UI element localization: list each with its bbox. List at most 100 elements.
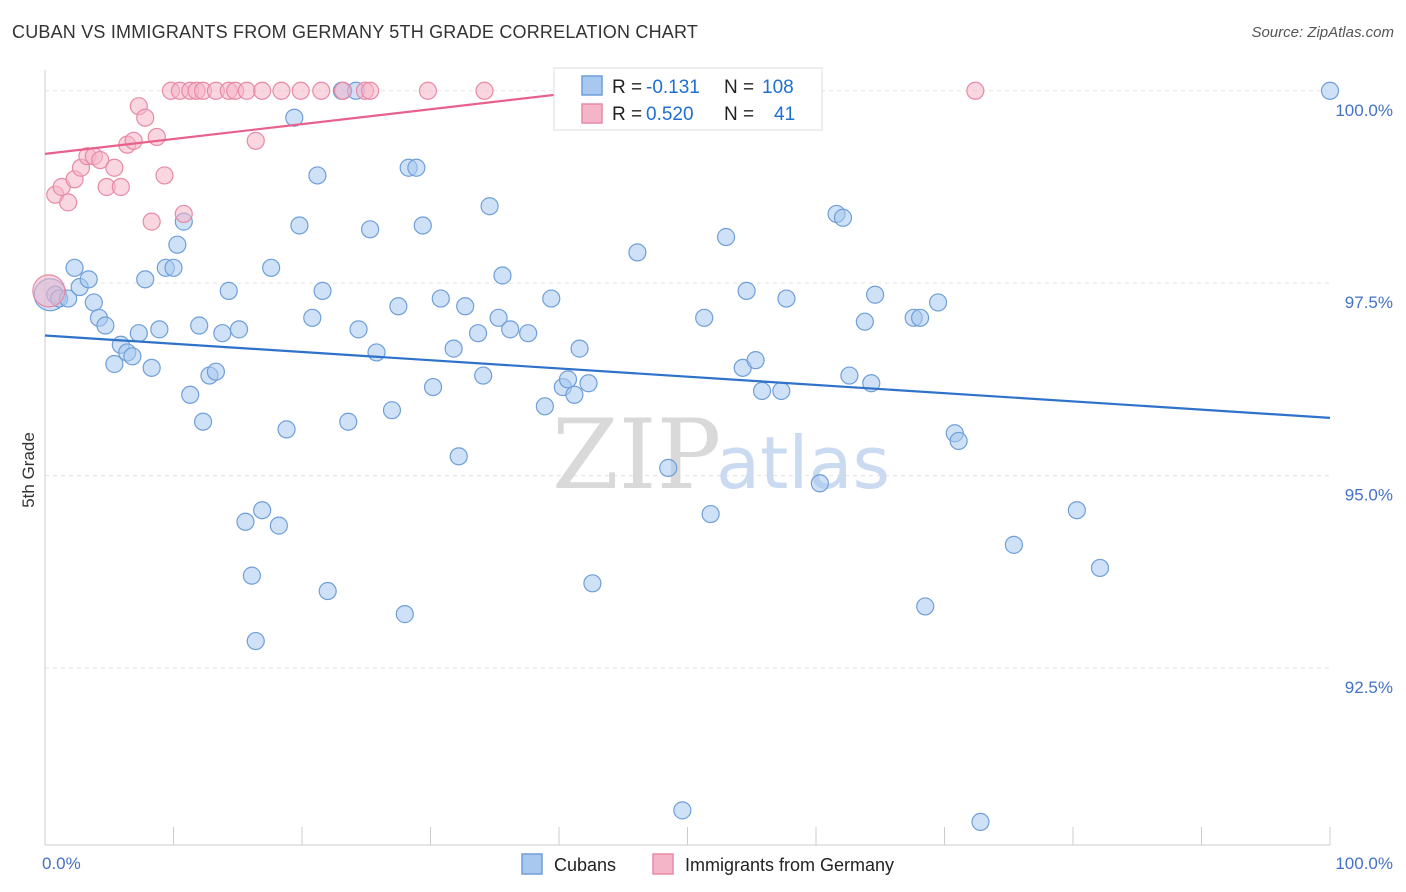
y-tick-label-0: 100.0% (1335, 101, 1393, 120)
data-point (312, 81, 331, 100)
data-point (493, 266, 512, 285)
data-point (628, 243, 647, 262)
data-point (193, 412, 213, 431)
data-point (716, 227, 736, 247)
y-tick-label-3: 92.5% (1345, 678, 1393, 697)
data-point (910, 308, 930, 327)
data-point (752, 381, 772, 401)
trend-line-germany (44, 85, 624, 155)
data-point (701, 504, 720, 524)
data-point (810, 474, 829, 493)
data-point (313, 281, 332, 300)
data-point (570, 339, 589, 358)
data-point (142, 358, 161, 377)
data-point (449, 447, 468, 466)
data-point (79, 270, 98, 289)
data-point (308, 166, 327, 185)
data-point (190, 316, 209, 335)
x-tick-label-0: 0.0% (42, 854, 81, 873)
data-point (246, 131, 265, 150)
y-tick-labels: 100.0% 97.5% 95.0% 92.5% (1335, 101, 1393, 697)
y-tick-label-2: 95.0% (1345, 486, 1393, 505)
data-point (168, 235, 187, 254)
watermark-atlas: atlas (716, 421, 890, 505)
data-point (695, 308, 714, 327)
y-tick-label-1: 97.5% (1345, 293, 1393, 312)
data-point (318, 581, 337, 601)
data-point (142, 212, 161, 231)
data-point (519, 324, 538, 343)
data-point (772, 381, 791, 401)
data-point (91, 150, 110, 170)
data-point (855, 312, 874, 331)
legend-swatch-germany (581, 103, 603, 124)
series-germany (32, 81, 985, 308)
data-point (272, 81, 291, 100)
data-point (407, 158, 426, 177)
data-point (535, 397, 554, 416)
data-point (349, 320, 368, 339)
data-point (229, 320, 249, 339)
data-point (579, 374, 598, 393)
data-point (558, 370, 578, 389)
data-point (565, 385, 584, 404)
data-point (285, 108, 304, 127)
bottom-legend: Cubans Immigrants from Germany (521, 853, 894, 875)
data-point (290, 216, 309, 235)
legend-r-label-germany: R = (612, 104, 642, 125)
data-point (916, 597, 935, 616)
data-point (291, 81, 310, 100)
data-point (444, 339, 463, 358)
x-tick-label-1: 100.0% (1335, 854, 1393, 873)
y-axis-label: 5th Grade (19, 432, 38, 508)
data-point (489, 308, 508, 327)
legend-n-value-cubans: 108 (762, 77, 794, 98)
data-point (1067, 501, 1086, 520)
legend-n-value-germany: 41 (774, 104, 795, 125)
legend-swatch-cubans (581, 75, 603, 96)
data-point (59, 193, 78, 212)
data-point (583, 574, 602, 593)
data-point (395, 605, 414, 624)
data-point (236, 512, 255, 531)
data-point (361, 220, 380, 239)
data-point (468, 324, 488, 343)
data-point (475, 81, 494, 100)
data-point (213, 324, 232, 343)
legend-n-label-germany: N = (724, 104, 754, 125)
data-point (253, 81, 272, 100)
data-point (123, 347, 142, 366)
data-point (269, 516, 288, 535)
data-point (242, 566, 261, 585)
bottom-legend-swatch-germany (652, 853, 674, 875)
chart-title: CUBAN VS IMMIGRANTS FROM GERMANY 5TH GRA… (12, 22, 699, 42)
scatter-points (32, 81, 1340, 832)
data-point (413, 216, 432, 235)
series-cubans (33, 81, 1340, 832)
data-point (105, 158, 124, 177)
data-point (431, 289, 450, 308)
data-point (1320, 81, 1340, 100)
data-point (136, 108, 155, 127)
data-point (111, 177, 130, 197)
data-point (659, 458, 678, 477)
data-point (949, 431, 968, 451)
data-point (746, 351, 765, 370)
legend-r-value-cubans: -0.131 (646, 77, 700, 98)
data-point (246, 631, 265, 651)
data-point (219, 281, 238, 300)
data-point (277, 420, 296, 439)
data-point (147, 127, 166, 147)
x-tick-labels: 0.0% 100.0% (42, 854, 1393, 873)
legend-box: R = -0.131 N = 108 R = 0.520 N = 41 (553, 67, 823, 131)
data-point (480, 197, 499, 216)
data-point (501, 320, 520, 339)
data-point (237, 81, 256, 100)
data-point (777, 289, 796, 308)
axes (44, 70, 1331, 846)
data-point (418, 81, 438, 100)
data-point (174, 204, 193, 224)
data-point (84, 293, 103, 312)
data-point (65, 258, 84, 277)
